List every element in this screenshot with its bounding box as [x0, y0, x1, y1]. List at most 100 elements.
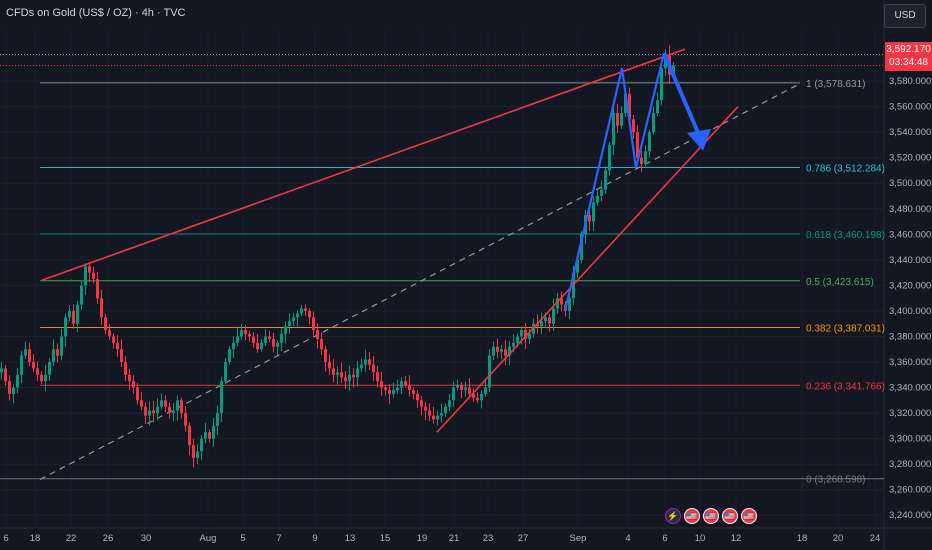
candle-body — [380, 381, 383, 388]
candle-body — [112, 336, 115, 343]
candle-body — [164, 400, 167, 407]
y-tick-label: 3,360.000 — [889, 357, 931, 368]
us-flag-event-icon[interactable]: 🇺🇸 — [703, 508, 719, 524]
candle-body — [368, 359, 371, 365]
candle-body — [156, 406, 159, 414]
candle-body — [416, 393, 419, 401]
y-tick-label: 3,580.000 — [889, 76, 931, 87]
candle-body — [424, 406, 427, 411]
projection-arrow-head — [687, 128, 711, 151]
candle-body — [44, 374, 47, 382]
candle-body — [24, 349, 27, 356]
candle-body — [500, 349, 503, 352]
candle-body — [248, 333, 251, 337]
candle-body — [488, 355, 491, 388]
candle-body — [300, 308, 303, 314]
us-flag-event-icon[interactable]: 🇺🇸 — [741, 508, 757, 524]
current-price-label: 3,592.170 — [886, 44, 931, 55]
candle-body — [396, 387, 399, 391]
us-flag-event-icon[interactable]: 🇺🇸 — [722, 508, 738, 524]
candle-body — [280, 333, 283, 343]
candle-body — [364, 359, 367, 365]
x-tick-label: 5 — [240, 533, 245, 544]
y-tick-label: 3,440.000 — [889, 255, 931, 266]
currency-button[interactable]: USD — [884, 4, 926, 28]
symbol-header[interactable]: CFDs on Gold (US$ / OZ) · 4h · TVC — [6, 7, 186, 19]
candle-body — [212, 425, 215, 439]
y-tick-label: 3,540.000 — [889, 127, 931, 138]
x-tick-label: 26 — [103, 533, 114, 544]
candle-body — [140, 400, 143, 407]
y-tick-label: 3,460.000 — [889, 229, 931, 240]
candle-body — [16, 374, 19, 388]
candle-body — [120, 349, 123, 362]
candle-body — [76, 304, 79, 324]
candle-body — [496, 346, 499, 352]
upper-trend-line — [41, 48, 686, 282]
candle-body — [428, 410, 431, 416]
candle-body — [356, 368, 359, 378]
candle-body — [388, 390, 391, 394]
candle-body — [276, 342, 279, 347]
fib-level-label: 0.236 (3,341.766) — [806, 381, 885, 392]
candle-body — [176, 400, 179, 411]
bar-countdown-label: 03:34:48 — [889, 57, 928, 68]
candle-body — [516, 336, 519, 343]
candle-body — [640, 157, 643, 165]
candle-body — [316, 330, 319, 340]
candle-body — [648, 132, 651, 152]
candle-body — [260, 342, 263, 350]
candle-body — [324, 349, 327, 362]
fib-level-label: 0.786 (3,512.284) — [806, 164, 885, 175]
fib-level-label: 0.618 (3,460.198) — [806, 230, 885, 241]
x-tick-label: Aug — [200, 533, 217, 544]
candle-body — [232, 342, 235, 350]
fib-level-label: 0.382 (3,387.031) — [806, 323, 885, 334]
x-tick-label: 15 — [380, 533, 391, 544]
y-tick-label: 3,400.000 — [889, 306, 931, 317]
candle-body — [240, 330, 243, 337]
candle-body — [20, 355, 23, 375]
candle-body — [456, 384, 459, 388]
candle-body — [412, 390, 415, 394]
candle-body — [196, 451, 199, 458]
candle-body — [312, 317, 315, 331]
x-tick-label: 20 — [833, 533, 844, 544]
candle-body — [604, 170, 607, 190]
x-tick-label: 18 — [30, 533, 41, 544]
candle-body — [0, 368, 3, 373]
candle-body — [644, 151, 647, 165]
candle-body — [228, 349, 231, 362]
candle-body — [408, 384, 411, 391]
candle-body — [92, 272, 95, 279]
candle-body — [664, 55, 667, 69]
y-tick-label: 3,480.000 — [889, 204, 931, 215]
candle-body — [148, 410, 151, 416]
candle-body — [160, 400, 163, 407]
candle-body — [48, 362, 51, 375]
y-tick-label: 3,300.000 — [889, 434, 931, 445]
us-flag-event-icon[interactable]: 🇺🇸 — [684, 508, 700, 524]
flash-event-icon[interactable]: ⚡ — [665, 508, 681, 524]
candle-body — [576, 259, 579, 273]
candle-body — [200, 438, 203, 452]
candle-body — [528, 333, 531, 340]
y-tick-label: 3,240.000 — [889, 510, 931, 521]
x-tick-label: 7 — [276, 533, 281, 544]
candle-body — [108, 330, 111, 337]
candle-body — [632, 119, 635, 133]
candle-body — [504, 349, 507, 356]
x-tick-label: 22 — [66, 533, 77, 544]
x-tick-label: 6 — [3, 533, 8, 544]
x-tick-label: 19 — [417, 533, 428, 544]
x-tick-label: 13 — [345, 533, 356, 544]
x-tick-label: 12 — [731, 533, 742, 544]
candle-body — [384, 387, 387, 391]
candle-body — [220, 381, 223, 414]
y-tick-label: 3,500.000 — [889, 178, 931, 189]
candle-body — [288, 321, 291, 327]
candle-body — [308, 310, 311, 318]
y-tick-label: 3,560.000 — [889, 102, 931, 113]
